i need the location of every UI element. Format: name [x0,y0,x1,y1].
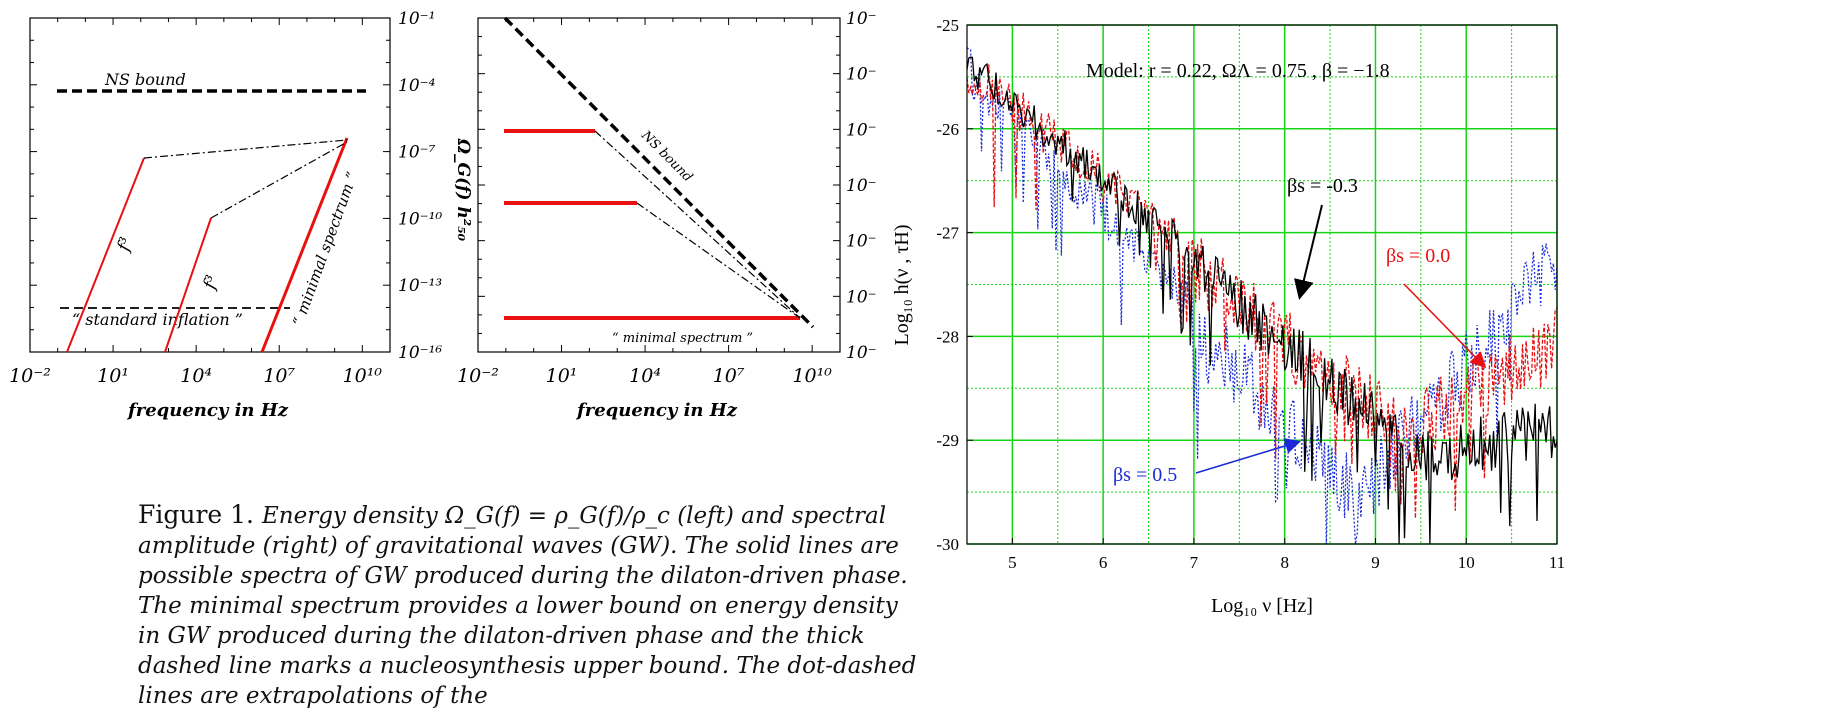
extrapolation-line-1 [143,139,348,159]
right-series [966,47,1558,545]
y-tick-label: -25 [936,16,959,35]
minimal-spectrum-line [260,137,349,353]
left-panel: 10⁻² 10¹ 10⁴ 10⁷ 10¹⁰ 10⁻¹ 10⁻⁴ 10⁻⁷ 10⁻¹⁰ 10⁻¹³ 1… [9,9,442,421]
x-tick-label: 10⁻² [457,365,499,387]
minimal-spectrum-label-middle: “ minimal spectrum ” [612,331,753,346]
x-tick-label: 10⁷ [713,365,745,387]
ns-bound-line-middle [503,16,815,329]
figure-caption-text: Energy density Ω_G(f) = ρ_G(f)/ρ_c (left… [138,503,917,709]
x-tick-label: 10⁷ [263,365,295,387]
right-grid [967,24,1558,545]
left-plot-frame [29,17,391,353]
f3-label-1: f³ [113,235,137,256]
right-panel: 5 6 7 8 9 10 11 -25 -26 -27 -28 -29 -30 Model: r = 0… [891,16,1565,617]
y-tick-label: -30 [936,535,959,554]
x-tick-label: 10¹⁰ [343,365,383,387]
left-x-axis-title: frequency in Hz [126,400,289,421]
arrow-beta-minus03 [1294,204,1323,300]
ns-bound-label-middle: NS bound [637,128,695,186]
figure-caption: Figure 1. Energy density Ω_G(f) = ρ_G(f)/… [138,500,918,711]
x-tick-label: 10 [1458,553,1475,572]
middle-panel: 10⁻² 10¹ 10⁴ 10⁷ 10¹⁰ 10⁻ 10⁻ 10⁻ 10⁻ 10⁻ 10⁻ 10⁻ Ω… [453,9,877,421]
right-y-axis-title: Log₁₀ h(ν , τH) [891,224,913,345]
right-x-axis-title: Log₁₀ ν [Hz] [1211,595,1313,617]
x-tick-label: 11 [1549,553,1565,572]
y-tick-label: 10⁻ [846,9,877,29]
x-tick-label: 7 [1190,553,1199,572]
y-tick-label: 10⁻ [846,120,877,140]
middle-y-axis-title: Ω_G(f) h²₅₀ [453,138,473,242]
x-tick-label: 8 [1280,553,1289,572]
middle-x-axis-title: frequency in Hz [575,400,738,421]
x-tick-label: 6 [1099,553,1108,572]
y-tick-label: 10⁻ [846,65,877,85]
f3-spectrum-line-2 [164,217,212,353]
arrow-beta-05 [1195,438,1302,474]
y-tick-label: 10⁻⁴ [398,76,436,96]
y-tick-label: 10⁻¹⁰ [398,209,442,229]
left-axis-ticks: 10⁻² 10¹ 10⁴ 10⁷ 10¹⁰ 10⁻¹ 10⁻⁴ 10⁻⁷ 10⁻¹⁰ 10⁻¹³ 1… [9,9,442,387]
right-plot-frame [966,24,1558,545]
series-line-beta-05 [966,47,1558,545]
x-tick-label: 5 [1008,553,1017,572]
x-tick-label: 10⁴ [180,365,212,387]
x-tick-label: 10¹ [97,365,129,387]
right-chart-title: Model: r = 0.22, ΩΛ = 0.75 , β = −1.8 [1086,60,1390,82]
extrapolation-line-middle-2 [636,202,801,319]
annotation-beta-00: βs = 0.0 [1386,245,1450,267]
y-tick-label: -28 [936,327,959,346]
y-tick-label: 10⁻ [846,287,877,307]
f3-spectrum-line-1 [66,157,145,353]
x-tick-label: 9 [1371,553,1380,572]
extrapolation-line-2 [210,141,348,219]
y-tick-label: 10⁻¹³ [398,276,442,296]
x-tick-label: 10⁴ [629,365,661,387]
x-tick-label: 10⁻² [9,365,51,387]
middle-axis-ticks: 10⁻² 10¹ 10⁴ 10⁷ 10¹⁰ 10⁻ 10⁻ 10⁻ 10⁻ 10⁻ 10⁻ 10⁻ [457,9,877,387]
y-tick-label: 10⁻¹ [398,9,435,29]
y-tick-label: 10⁻ [846,232,877,252]
standard-inflation-label: “ standard inflation ” [72,310,243,329]
annotation-beta-minus03: βs = -0.3 [1287,175,1358,197]
y-tick-label: 10⁻¹⁶ [398,343,442,363]
annotation-beta-05: βs = 0.5 [1113,464,1177,486]
y-tick-label: 10⁻⁷ [398,143,436,163]
y-tick-label: 10⁻ [846,343,877,363]
x-tick-label: 10¹⁰ [792,365,832,387]
y-tick-label: 10⁻ [846,176,877,196]
x-tick-label: 10¹ [546,365,578,387]
series-line-beta-minus03 [966,56,1558,545]
y-tick-label: -29 [936,431,959,450]
y-tick-label: -26 [936,120,959,139]
right-axis-ticks: 5 6 7 8 9 10 11 -25 -26 -27 -28 -29 -30 [936,16,1565,572]
f3-label-2: f³ [199,273,223,294]
y-tick-label: -27 [936,224,959,243]
ns-bound-label: NS bound [104,70,186,89]
arrow-beta-00 [1403,283,1487,369]
extrapolation-line-middle-1 [594,130,801,319]
figure-caption-label: Figure 1. [138,500,254,529]
